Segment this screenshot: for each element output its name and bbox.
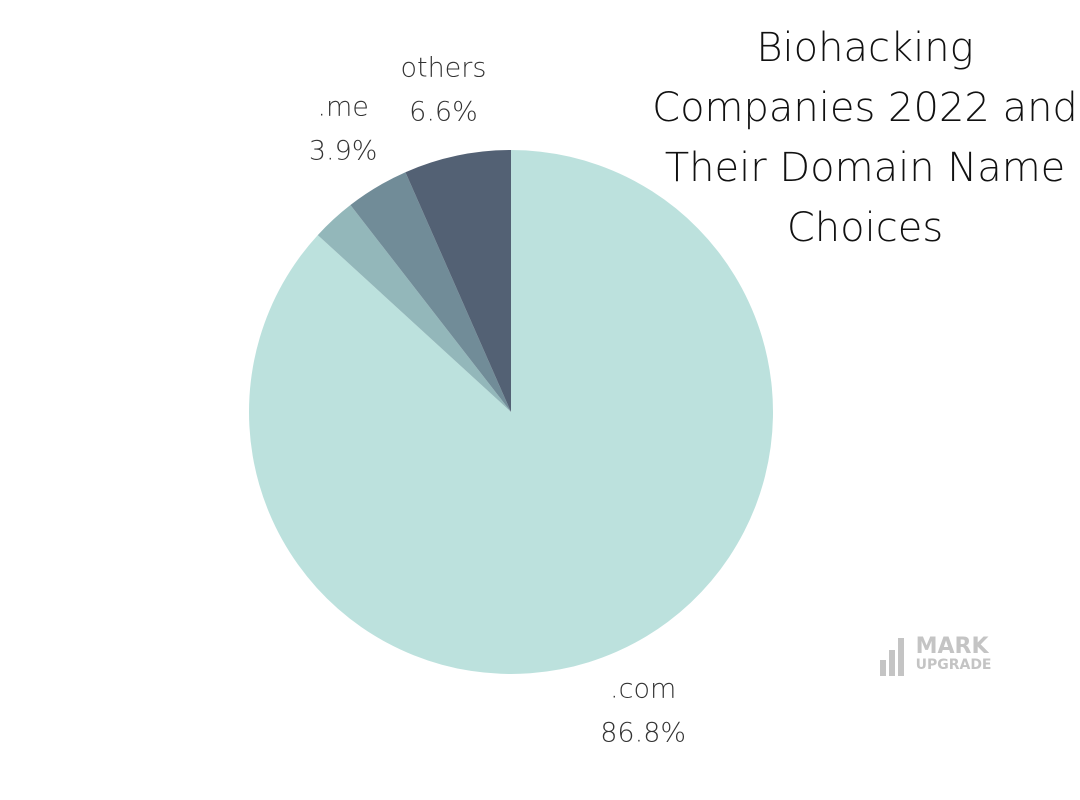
- watermark-text: UPGRADE: [915, 657, 992, 673]
- chart-title: Biohacking Companies 2022 and Their Doma…: [652, 25, 1078, 251]
- value-label: 6.6%: [409, 97, 478, 128]
- watermark-logo: [878, 638, 910, 676]
- slice-label: .com: [610, 674, 676, 705]
- pie-slice: [350, 172, 511, 412]
- value-label: 3.9%: [309, 136, 378, 167]
- watermark: MARK UPGRADE: [878, 634, 992, 676]
- value-label: 86.8%: [600, 718, 686, 749]
- pie-slice: [405, 150, 511, 412]
- pie-slice: [317, 204, 511, 412]
- slice-label: others: [400, 53, 486, 84]
- watermark-text: MARK: [915, 634, 989, 659]
- slice-label: .me: [317, 92, 369, 123]
